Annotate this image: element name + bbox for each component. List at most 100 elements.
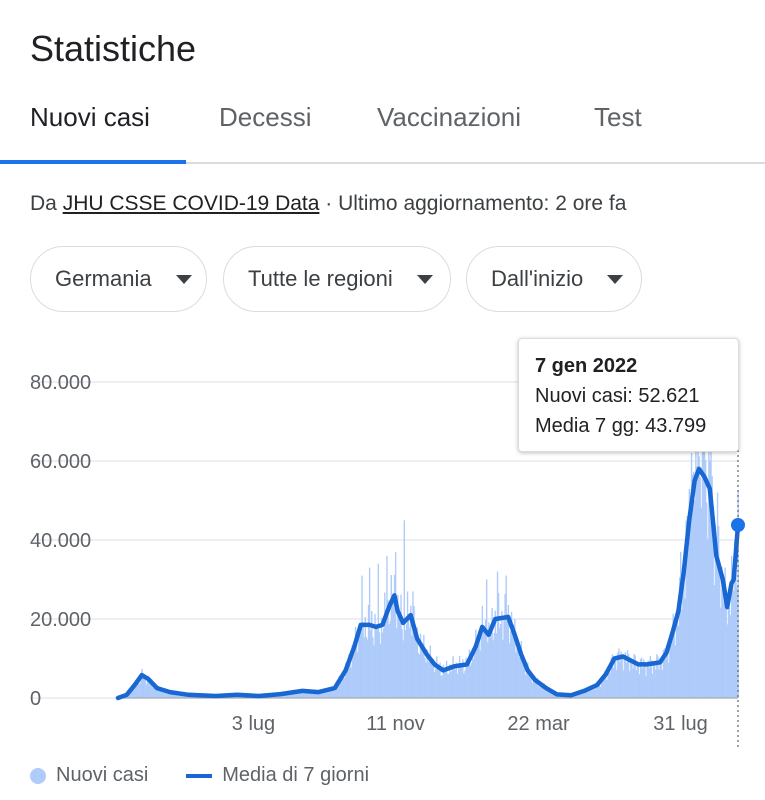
daily-case-bar <box>645 675 647 698</box>
daily-case-bar <box>587 687 590 698</box>
tab-vaccinations[interactable]: Vaccinazioni <box>377 102 522 132</box>
daily-case-bar <box>634 655 636 698</box>
daily-case-bar <box>509 631 512 698</box>
caret-down-icon <box>416 274 433 284</box>
caret-down-icon <box>175 274 192 284</box>
daily-case-bar <box>715 547 718 698</box>
daily-case-bar <box>151 679 153 698</box>
daily-case-bar <box>618 648 620 698</box>
daily-case-bar <box>680 551 682 698</box>
daily-case-bar <box>605 670 607 698</box>
legend-bars-swatch <box>30 767 46 784</box>
daily-case-bar <box>288 694 291 698</box>
cases-chart[interactable]: 0 20.000 40.000 60.000 80.000 3 lug 11 nov 22 m… <box>0 330 765 755</box>
daily-case-bar <box>133 684 136 698</box>
country-select[interactable]: Germania <box>30 246 207 312</box>
daily-case-bar <box>134 680 137 698</box>
daily-case-bar <box>523 659 526 698</box>
daily-case-bar <box>440 675 442 698</box>
daily-case-bar <box>448 674 450 698</box>
daily-case-bar <box>296 691 298 698</box>
daily-case-bar <box>170 691 172 698</box>
daily-case-bar <box>464 670 466 698</box>
daily-case-bar <box>368 567 371 698</box>
daily-case-bar <box>466 666 468 698</box>
daily-case-bar <box>624 652 627 698</box>
daily-case-bar <box>450 672 452 698</box>
daily-case-bar <box>348 654 350 698</box>
daily-case-bar <box>386 555 388 698</box>
daily-case-bar <box>319 691 321 698</box>
y-tick-label: 20.000 <box>30 609 91 631</box>
daily-case-bar <box>310 691 312 698</box>
daily-case-bar <box>181 694 183 698</box>
y-tick-label: 80.000 <box>30 372 91 394</box>
region-select[interactable]: Tutte le regioni <box>223 246 451 312</box>
daily-case-bar <box>376 628 378 698</box>
daily-case-bar <box>160 689 163 698</box>
daily-case-bar <box>545 688 547 698</box>
daily-case-bar <box>694 500 696 698</box>
daily-case-bar <box>371 611 373 698</box>
daily-case-bar <box>716 492 719 698</box>
tab-new-cases[interactable]: Nuovi casi <box>30 102 150 132</box>
tab-tests[interactable]: Test <box>594 102 642 132</box>
daily-case-bar <box>365 636 368 698</box>
daily-case-bar <box>384 592 386 698</box>
daily-case-bar <box>690 453 693 698</box>
daily-case-bar <box>606 679 608 698</box>
daily-case-bar <box>309 689 311 698</box>
daily-case-bar <box>635 670 637 698</box>
daily-case-bar <box>720 607 722 698</box>
daily-case-bar <box>610 657 613 698</box>
daily-case-bar <box>663 648 666 698</box>
source-link[interactable]: JHU CSSE COVID-19 Data <box>62 192 320 215</box>
daily-case-bar <box>468 649 471 698</box>
daily-case-bar <box>723 602 725 698</box>
daily-case-bar <box>337 684 339 698</box>
daily-case-bar <box>159 689 162 698</box>
daily-case-bar <box>383 627 385 698</box>
daily-case-bar <box>668 662 670 698</box>
daily-case-bar <box>324 691 326 698</box>
daily-case-bar <box>297 692 299 698</box>
daily-case-bar <box>702 447 705 698</box>
daily-case-bar <box>412 591 414 698</box>
daily-case-bar <box>539 684 541 698</box>
daily-case-bar <box>430 661 433 698</box>
daily-case-bar <box>444 668 447 698</box>
daily-case-bar <box>323 689 325 698</box>
daily-case-bar <box>398 614 400 698</box>
daily-case-bar <box>713 585 715 698</box>
daily-case-bar <box>672 613 674 698</box>
daily-case-bar <box>522 661 525 698</box>
daily-case-bar <box>669 636 671 698</box>
daily-case-bar <box>483 628 486 698</box>
daily-case-bar <box>462 659 464 698</box>
daily-case-bar <box>507 604 510 698</box>
daily-case-bar <box>528 673 530 698</box>
tab-deaths[interactable]: Decessi <box>219 102 312 132</box>
daily-case-bar <box>736 586 738 698</box>
daily-case-bar <box>355 642 358 698</box>
daily-case-bar <box>682 570 684 698</box>
daily-case-bar <box>513 624 515 698</box>
daily-case-bar <box>482 631 485 698</box>
daily-case-bar <box>358 625 360 698</box>
daily-case-bar <box>453 668 455 698</box>
daily-case-bar <box>316 691 319 698</box>
daily-case-bar <box>531 682 533 698</box>
daily-case-bar <box>298 693 300 698</box>
daily-case-bar <box>588 685 591 698</box>
x-tick-label: 11 nov <box>366 713 425 735</box>
daily-case-bar <box>658 669 660 698</box>
time-range-select[interactable]: Dall'inizio <box>466 246 642 312</box>
daily-case-bar <box>542 684 544 698</box>
daily-case-bar <box>647 660 649 698</box>
daily-case-bar <box>681 609 683 698</box>
daily-case-bar <box>730 555 733 698</box>
daily-case-bar <box>684 598 686 698</box>
daily-case-bar <box>667 649 669 698</box>
daily-case-bar <box>656 654 658 698</box>
daily-case-bar <box>167 690 169 698</box>
